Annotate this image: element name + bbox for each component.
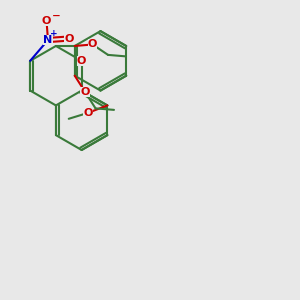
- Text: −: −: [52, 11, 60, 20]
- Text: O: O: [77, 56, 86, 66]
- Text: N: N: [44, 35, 52, 45]
- Text: O: O: [88, 40, 97, 50]
- Text: O: O: [80, 87, 90, 97]
- Text: O: O: [64, 34, 74, 44]
- Text: +: +: [50, 29, 57, 38]
- Text: O: O: [83, 108, 93, 118]
- Text: O: O: [42, 16, 51, 26]
